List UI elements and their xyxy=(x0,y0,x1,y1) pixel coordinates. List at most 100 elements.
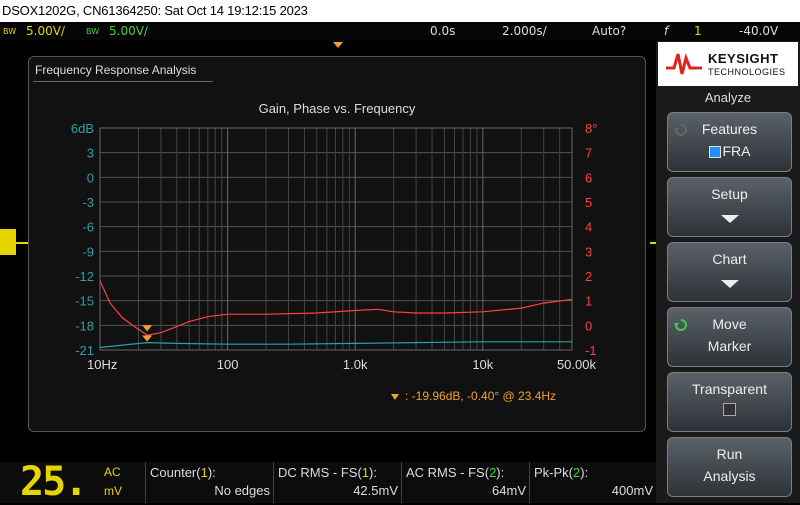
trigger-level[interactable]: -40.0V xyxy=(739,24,779,38)
transparent-softkey[interactable]: Transparent xyxy=(667,372,792,432)
measurement-pk-pk: Pk-Pk(2): 400mV xyxy=(529,462,657,503)
down-arrow-icon xyxy=(720,280,739,288)
trigger-source: 1 xyxy=(694,24,702,38)
setup-label: Setup xyxy=(711,186,748,202)
measurement-ac-rms: AC RMS - FS(2): 64mV xyxy=(401,462,530,503)
y-left-tick-label: 3 xyxy=(87,146,94,161)
y-right-tick-label: 0 xyxy=(585,318,592,333)
keysight-logo: KEYSIGHT TECHNOLOGIES xyxy=(658,42,798,86)
setup-arrow xyxy=(668,210,791,226)
keysight-wave-icon xyxy=(666,53,702,75)
checkbox-icon xyxy=(708,146,721,159)
checkbox-icon xyxy=(723,403,736,416)
measurement-channel: 2 xyxy=(489,465,497,480)
plot-frame xyxy=(99,127,573,351)
trigger-slope-icon: f xyxy=(664,24,669,38)
trigger-level-marker xyxy=(650,242,656,244)
y-left-tick-label: -12 xyxy=(75,269,94,284)
y-right-tick-label: 6 xyxy=(585,170,592,185)
time-offset[interactable]: 0.0s xyxy=(430,24,456,38)
chart-softkey[interactable]: Chart xyxy=(667,242,792,302)
chart-arrow xyxy=(668,275,791,291)
measurement-channel: 1 xyxy=(361,465,370,480)
move-marker-label-2: Marker xyxy=(707,338,752,354)
phase-marker-icon xyxy=(142,325,153,332)
measurement-value: No edges xyxy=(214,483,270,498)
down-arrow-icon xyxy=(720,215,739,223)
gain-series-line xyxy=(99,341,572,349)
y-right-tick-label: 1 xyxy=(585,294,592,309)
measurement-title-suffix: ): xyxy=(496,465,505,480)
chart-title: Gain, Phase vs. Frequency xyxy=(258,101,416,116)
fra-chart: 6dB 3 0 -3 -6 -9 -12 -15 -18 -21 8° 7 6 5 4 3 2 1 0 -1 10Hz 1… xyxy=(71,121,598,372)
measurement-title-suffix: ): xyxy=(207,465,216,480)
run-analysis-softkey[interactable]: Run Analysis xyxy=(667,437,792,497)
measurement-title-suffix: ): xyxy=(369,465,377,480)
fra-option-label: FRA xyxy=(722,143,751,159)
phase-series-line xyxy=(99,280,573,336)
title-underline xyxy=(33,81,213,82)
y-left-tick-label: -6 xyxy=(82,220,94,235)
dvm-unit: mV xyxy=(104,484,122,498)
y-right-tick-label: -1 xyxy=(585,343,597,358)
gain-marker-icon xyxy=(142,335,153,342)
measurement-channel: 2 xyxy=(573,465,581,480)
move-marker-softkey[interactable]: Move Marker xyxy=(667,307,792,367)
features-softkey[interactable]: Features FRA xyxy=(667,112,792,172)
status-bar: BW 5.00V/ BW 5.00V/ 0.0s 2.000s/ Auto? f… xyxy=(0,22,800,41)
transparent-label: Transparent xyxy=(692,381,767,397)
ch1-ground-marker[interactable] xyxy=(0,229,16,255)
measurement-title: DC RMS - FS( xyxy=(278,465,362,480)
move-marker-label-1: Move xyxy=(712,316,747,332)
y-right-tick-label: 3 xyxy=(585,244,592,259)
y-right-tick-label: 2 xyxy=(585,269,592,284)
measurement-channel: 1 xyxy=(200,465,208,480)
menu-title: Analyze xyxy=(704,90,752,105)
fra-window-title: Frequency Response Analysis xyxy=(35,63,197,77)
x-tick-label: 10Hz xyxy=(87,357,117,372)
x-tick-label: 50.00k xyxy=(557,357,597,372)
run-analysis-label-1: Run xyxy=(716,446,743,462)
marker-readout: : -19.96dB, -0.40° @ 23.4Hz xyxy=(391,389,556,403)
trigger-mode: Auto? xyxy=(592,24,627,38)
setup-softkey[interactable]: Setup xyxy=(667,177,792,237)
marker-triangle-icon xyxy=(391,393,399,400)
y-left-tick-label: 6dB xyxy=(71,121,94,136)
marker-readout-text: : -19.96dB, -0.40° @ 23.4Hz xyxy=(405,389,557,403)
rotate-knob-icon xyxy=(674,319,687,331)
brand-subtitle: TECHNOLOGIES xyxy=(708,67,786,77)
title-bar: DSOX1202G, CN61364250: Sat Oct 14 19:12:… xyxy=(0,0,800,22)
transparent-checkbox xyxy=(668,403,791,419)
y-left-tick-label: 0 xyxy=(87,170,94,185)
dvm-mode: AC xyxy=(104,465,121,479)
measurement-title: Counter( xyxy=(150,465,201,480)
y-left-tick-label: -21 xyxy=(75,343,94,358)
x-tick-label: 1.0k xyxy=(343,357,368,372)
y-left-tick-label: -9 xyxy=(82,244,94,259)
features-label: Features xyxy=(701,121,758,137)
time-scale[interactable]: 2.000s/ xyxy=(502,24,547,38)
measurement-dc-rms: DC RMS - FS(1): 42.5mV xyxy=(273,462,402,503)
measurement-value: 400mV xyxy=(611,483,653,498)
y-left-tick-label: -3 xyxy=(82,195,94,210)
x-tick-label: 10k xyxy=(472,357,493,372)
y-right-tick-label: 7 xyxy=(585,146,592,161)
x-tick-label: 100 xyxy=(217,357,239,372)
trigger-position-marker xyxy=(333,42,343,48)
title-text: DSOX1202G, CN61364250: Sat Oct 14 19:12:… xyxy=(2,3,308,18)
rotate-knob-icon xyxy=(674,124,687,136)
measurement-title: AC RMS - FS( xyxy=(406,465,490,480)
brand-name: KEYSIGHT xyxy=(708,51,779,66)
y-left-tick-label: -15 xyxy=(75,294,94,309)
ch1-bw-limit-indicator: BW xyxy=(3,27,17,36)
measurement-bar: 25. AC mV Counter(1): No edges DC RMS - … xyxy=(0,462,656,503)
measurement-value: 42.5mV xyxy=(353,483,398,498)
ch2-scale[interactable]: 5.00V/ xyxy=(109,24,148,38)
dvm-readout: 25. xyxy=(20,459,88,505)
y-right-tick-label: 5 xyxy=(585,195,592,210)
ch1-scale[interactable]: 5.00V/ xyxy=(26,24,65,38)
y-right-tick-label: 8° xyxy=(585,121,597,136)
fra-window: Frequency Response Analysis Gain, Phase … xyxy=(28,56,646,432)
y-right-tick-label: 4 xyxy=(585,220,592,235)
measurement-value: 64mV xyxy=(492,483,526,498)
